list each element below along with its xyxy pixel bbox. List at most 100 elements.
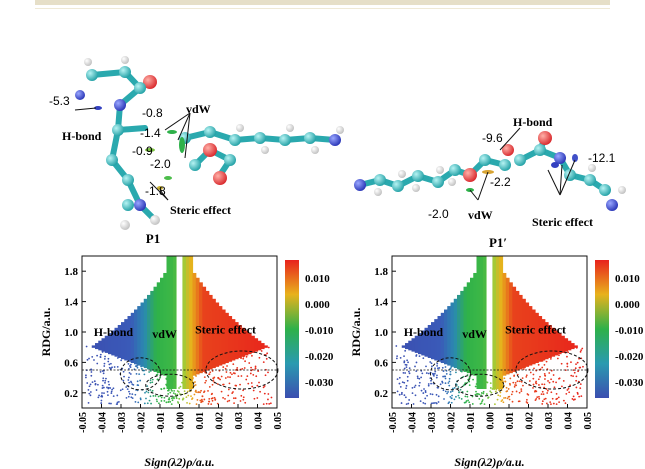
- rdg-point: [501, 399, 504, 401]
- rdg-point: [495, 388, 498, 391]
- rdg-point: [150, 402, 152, 405]
- rdg-fill-strip: [518, 294, 523, 370]
- rdg-point: [234, 372, 236, 375]
- rdg-plot-p1-prime: 0.2 0.6 1.0 1.4 1.8 -0.05 -0.04 -0.03 -0.02 -0.01…: [349, 255, 644, 469]
- rdg-point: [163, 396, 166, 399]
- rdg-point: [543, 398, 546, 401]
- rdg-point: [546, 368, 549, 371]
- rdg-point: [107, 360, 110, 363]
- rdg-point: [122, 379, 125, 382]
- rdg-point: [441, 380, 444, 383]
- rdg-point: [240, 375, 243, 377]
- rdg-point: [549, 401, 552, 404]
- rdg-point: [434, 370, 437, 373]
- rdg-point: [571, 398, 574, 400]
- rdg-fill-strip: [551, 327, 556, 357]
- rdg-point: [483, 403, 486, 406]
- y-tick-label: 1.8: [374, 266, 388, 278]
- rdg-point: [168, 397, 171, 399]
- rdg-point: [87, 388, 90, 391]
- rdg-plot-p1: 0.2 0.6 1.0 1.4 1.8 -0.05 -0.04 -0.03 -0.02 -0.01…: [39, 255, 334, 469]
- rdg-point: [149, 370, 152, 372]
- rdg-fill-strip: [130, 312, 135, 364]
- rdg-point: [145, 390, 148, 393]
- rdg-point: [242, 355, 245, 358]
- rdg-point: [105, 377, 107, 380]
- rdg-point: [208, 373, 210, 376]
- x-tick-label: 0.00: [176, 412, 187, 430]
- rdg-point: [403, 361, 406, 364]
- rdg-point: [108, 402, 111, 405]
- rdg-point: [547, 380, 549, 382]
- x-tick-label: -0.04: [408, 412, 419, 433]
- rdg-point: [557, 396, 560, 399]
- rdg-fill-strip: [147, 294, 151, 370]
- rdg-point: [232, 397, 235, 400]
- rdg-point: [477, 392, 479, 395]
- rdg-point: [174, 383, 177, 386]
- rdg-point: [151, 381, 154, 384]
- rdg-point: [120, 359, 123, 362]
- rdg-fill-strip: [460, 290, 465, 371]
- rdg-point: [116, 401, 119, 404]
- rdg-point: [513, 385, 516, 388]
- rdg-point: [138, 373, 141, 376]
- rdg-point: [190, 395, 192, 398]
- rdg-point: [489, 387, 492, 389]
- rdg-point: [451, 390, 454, 393]
- rdg-fill-strip: [502, 272, 507, 376]
- rdg-point: [181, 398, 184, 401]
- p1-energy-3: -1.4: [140, 126, 161, 140]
- rdg-point: [427, 372, 430, 375]
- rdg-point: [544, 378, 546, 380]
- rdg-point: [160, 400, 163, 402]
- rdg-point: [225, 371, 228, 373]
- rdg-point: [398, 382, 401, 385]
- rdg-point: [556, 397, 559, 400]
- rdg-point: [529, 371, 532, 374]
- y-tick-label: 1.0: [374, 327, 388, 339]
- rdg-point: [97, 396, 100, 399]
- p1p-energy-4: -12.1: [588, 151, 616, 165]
- rdg-point: [504, 380, 507, 383]
- vdw-annotation: vdW: [462, 327, 487, 341]
- rdg-fill-strip: [143, 298, 148, 369]
- rdg-point: [399, 356, 402, 359]
- rdg-fill-strip: [427, 324, 432, 358]
- p1p-energy-1: -9.6: [482, 131, 503, 145]
- rdg-point: [226, 365, 228, 367]
- rdg-point: [111, 366, 113, 369]
- rdg-point: [175, 397, 178, 400]
- rdg-point: [91, 355, 94, 358]
- rdg-point: [149, 389, 152, 391]
- rdg-point: [494, 381, 497, 384]
- rdg-point: [444, 390, 447, 393]
- colorbar-tick-label: -0.020: [615, 351, 644, 363]
- rdg-fill-strip: [522, 298, 526, 369]
- rdg-point: [406, 379, 409, 382]
- rdg-point: [480, 380, 482, 383]
- rdg-point: [510, 393, 513, 396]
- rdg-point: [99, 353, 102, 356]
- rdg-fill-strip: [476, 256, 481, 389]
- rdg-point: [181, 381, 183, 384]
- rdg-point: [447, 382, 450, 384]
- hbond-annotation: H-bond: [404, 325, 444, 339]
- rdg-point: [267, 346, 270, 349]
- rdg-point: [437, 395, 440, 398]
- rdg-point: [262, 361, 265, 364]
- rdg-fill-strip: [561, 335, 565, 353]
- rdg-point: [430, 362, 433, 365]
- rdg-point: [516, 380, 519, 383]
- rdg-point: [222, 396, 224, 399]
- p1p-hbond-label: H-bond: [513, 115, 553, 129]
- rdg-point: [520, 388, 523, 391]
- rdg-point: [532, 373, 535, 376]
- rdg-fill-strip: [541, 319, 546, 361]
- x-tick-label: -0.02: [447, 412, 458, 433]
- rdg-point: [435, 402, 438, 405]
- rdg-point: [144, 391, 146, 394]
- rdg-point: [174, 393, 177, 395]
- rdg-point: [468, 401, 471, 404]
- rdg-point: [232, 391, 234, 393]
